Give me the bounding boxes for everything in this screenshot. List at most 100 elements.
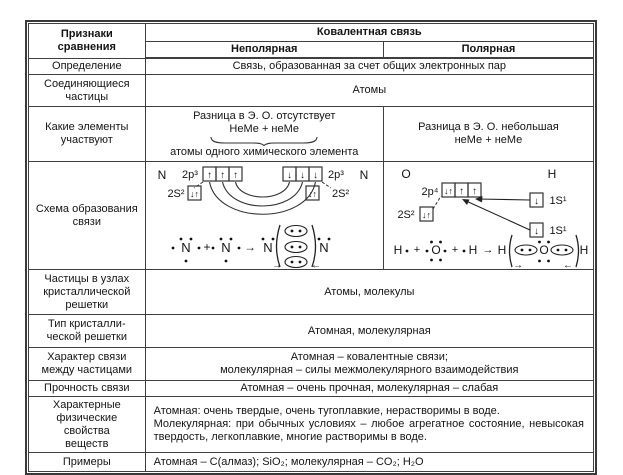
covalent-bond-comparison-table: Признаки сравнения Ковалентная связь Неп…: [28, 23, 595, 472]
row-examples-label: Примеры: [28, 452, 146, 472]
row-elements-polar: Разница в Э. О. небольшая неМе + неМе: [382, 106, 595, 162]
row-lattice-label: Тип кристалли-ческой решетки: [28, 314, 146, 348]
row-nodes-label: Частицы в узлах кристаллической решетки: [28, 269, 146, 315]
table-row: Определение Связь, образованная за счет …: [28, 57, 595, 75]
orbital-label-2s: 2S²: [397, 209, 414, 221]
atom-label: N: [319, 240, 328, 255]
row-scheme-nonpolar: N 2p³ ↑ ↑ ↑ ↓ ↓ ↓ 2p³ N 2S²: [144, 161, 384, 270]
eo-absent-text: Разница в Э. О. отсутствует: [193, 109, 336, 122]
row-properties-label: Характерные физические свойства веществ: [28, 396, 146, 453]
properties-atomic-text: Атомная: очень твердые, очень тугоплавки…: [153, 405, 500, 417]
row-elements-label: Какие элементы участвуют: [28, 106, 146, 162]
row-definition-value: Связь, образованная за счет общих электр…: [144, 57, 595, 75]
arrow-up-icon: ↑: [220, 170, 225, 181]
arrow-down-icon: ↓: [300, 170, 305, 181]
arrow-up-icon: ↑: [207, 170, 212, 181]
paired-electrons-icon: ↓↑: [308, 189, 317, 199]
arrow-up-icon: ↑: [233, 170, 238, 181]
table-row: Частицы в узлах кристаллической решетки …: [28, 269, 595, 315]
eo-small-text: Разница в Э. О. небольшая: [418, 121, 559, 133]
atom-label-h: H: [548, 167, 557, 181]
table-row: Какие элементы участвуют Разница в Э. О.…: [28, 106, 595, 162]
atom-label-h: H: [469, 243, 478, 257]
arrow-down-icon: ↓: [534, 196, 539, 207]
lewis-structure-n2: N + N → N: [171, 224, 331, 269]
header-nonpolar: Неполярная: [144, 41, 384, 59]
row-examples-value: Атомная – С(алмаз); SiO₂; молекулярная –…: [144, 452, 595, 472]
underbrace-icon: [210, 136, 318, 146]
arrow-up-icon: ↑: [472, 186, 477, 197]
arrow-left-icon: ←: [563, 260, 573, 269]
atom-label: N: [221, 240, 230, 255]
atom-label: N: [359, 168, 368, 182]
row-nature-value: Атомная – ковалентные связи; молекулярна…: [144, 347, 595, 381]
table-outer-border: Признаки сравнения Ковалентная связь Неп…: [25, 20, 597, 475]
plus-sign: +: [203, 240, 210, 254]
neme-neme-text: НеМе + неМе: [229, 122, 300, 135]
plus-sign: +: [452, 244, 458, 256]
row-scheme-polar: O H 2p⁴ ↓↑ ↑ ↑ 2S² ↓↑ ↓: [382, 161, 595, 270]
polar-scheme-diagram: O H 2p⁴ ↓↑ ↑ ↑ 2S² ↓↑ ↓: [394, 167, 589, 269]
arrow-left-icon: ←: [311, 260, 321, 269]
row-particles-value: Атомы: [144, 74, 595, 107]
orbital-label-2s: 2S²: [332, 188, 349, 200]
row-definition-label: Определение: [28, 57, 146, 75]
atom-label-o: O: [401, 167, 410, 181]
atom-label-h: H: [580, 243, 589, 257]
neme-neme-polar-text: неМе + неМе: [454, 134, 523, 146]
orbital-label-2p: 2p⁴: [421, 186, 438, 198]
header-criteria: Признаки сравнения: [28, 23, 146, 59]
row-nodes-value: Атомы, молекулы: [144, 269, 595, 315]
table-row: Прочность связи Атомная – очень прочная,…: [28, 380, 595, 397]
atom-label-h: H: [394, 243, 403, 257]
orbital-boxes-h2o: O H 2p⁴ ↓↑ ↑ ↑ 2S² ↓↑ ↓: [397, 167, 567, 238]
atom-label-h: H: [498, 243, 507, 257]
row-nature-label: Характер связи между частицами: [28, 347, 146, 381]
row-strength-value: Атомная – очень прочная, молекулярная – …: [144, 380, 595, 397]
plus-sign: +: [414, 244, 420, 256]
paired-electrons-icon: ↓↑: [422, 210, 431, 220]
arrow-down-icon: ↓: [313, 170, 318, 181]
atom-label-o: O: [539, 243, 548, 257]
paired-electrons-icon: ↓↑: [444, 186, 453, 196]
row-properties-value: Атомная: очень твердые, очень тугоплавки…: [144, 396, 595, 453]
table-row: Примеры Атомная – С(алмаз); SiO₂; молеку…: [28, 452, 595, 472]
table-row: Соединяющиеся частицы Атомы: [28, 74, 595, 107]
orbital-label-1s: 1S¹: [549, 195, 566, 207]
row-particles-label: Соединяющиеся частицы: [28, 74, 146, 107]
orbital-label-2s: 2S²: [167, 188, 184, 200]
header-covalent-bond: Ковалентная связь: [144, 23, 595, 42]
row-lattice-value: Атомная, молекулярная: [144, 314, 595, 348]
atom-label-o: O: [431, 243, 440, 257]
table-row: Тип кристалли-ческой решетки Атомная, мо…: [28, 314, 595, 348]
orbital-label-2p: 2p³: [328, 169, 344, 181]
table-row: Схема образования связи N 2p³ ↑ ↑ ↑ ↓: [28, 161, 595, 270]
table-row: Характерные физические свойства веществ …: [28, 396, 595, 453]
arrow-down-icon: ↓: [287, 170, 292, 181]
arrow-right-icon: →: [513, 260, 523, 269]
same-element-text: атомы одного химического элемента: [170, 145, 359, 158]
nature-line-2: молекулярная – силы межмолекулярного вза…: [220, 364, 519, 376]
atom-label: N: [263, 240, 272, 255]
orbital-label-1s: 1S¹: [549, 225, 566, 237]
arrow-right-icon: →: [272, 260, 282, 269]
row-strength-label: Прочность связи: [28, 380, 146, 397]
header-polar: Полярная: [382, 41, 595, 59]
arrow-up-icon: ↑: [459, 186, 464, 197]
orbital-boxes-n2: N 2p³ ↑ ↑ ↑ ↓ ↓ ↓ 2p³ N 2S²: [157, 166, 368, 215]
arrow-down-icon: ↓: [534, 226, 539, 237]
atom-label: N: [157, 168, 166, 182]
row-scheme-label: Схема образования связи: [28, 161, 146, 270]
properties-molecular-text: Молекулярная: при обычных условиях – люб…: [153, 418, 584, 443]
reaction-arrow-icon: →: [482, 244, 493, 256]
reaction-arrow-icon: →: [244, 240, 256, 254]
paired-electrons-icon: ↓↑: [190, 189, 199, 199]
table-row: Характер связи между частицами Атомная –…: [28, 347, 595, 381]
row-elements-nonpolar: Разница в Э. О. отсутствует НеМе + неМе …: [144, 106, 384, 162]
orbital-label-2p: 2p³: [182, 169, 198, 181]
lewis-structure-h2o: H + O + H → H: [394, 234, 589, 269]
header-row-1: Признаки сравнения Ковалентная связь: [28, 23, 595, 59]
atom-label: N: [181, 240, 190, 255]
header-row-2: Неполярная Полярная: [29, 41, 595, 59]
